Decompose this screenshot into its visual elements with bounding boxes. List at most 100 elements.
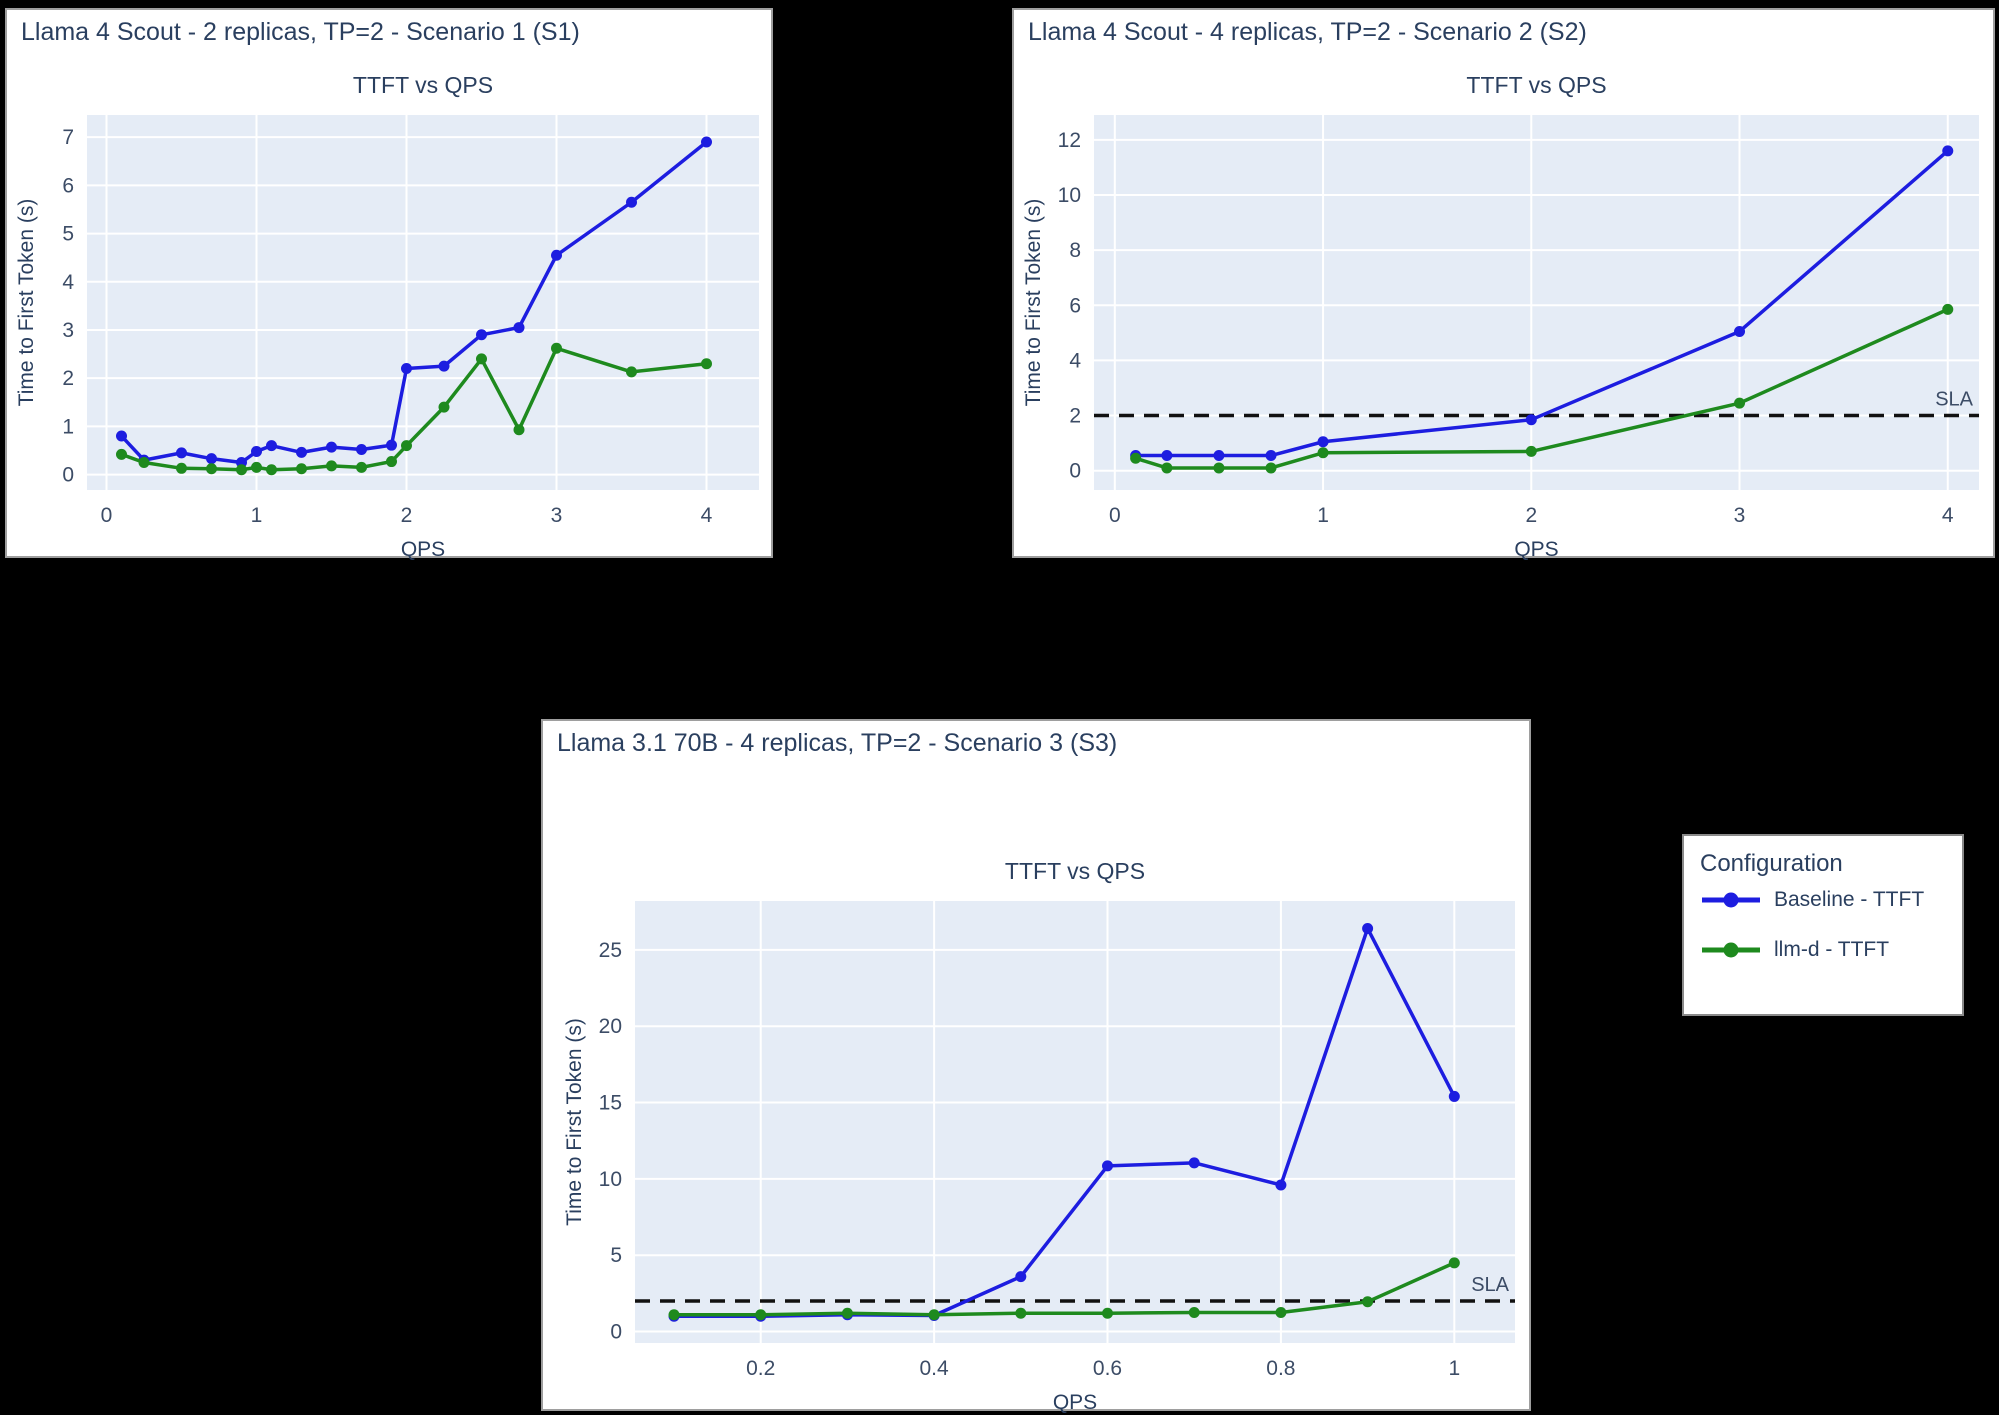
- legend-label-llm-d: llm-d - TTFT: [1774, 938, 1890, 961]
- series-line-baseline-ttft: [1133, 149, 1950, 458]
- series-marker-llm-d-ttft: [206, 463, 217, 475]
- series-marker-baseline-ttft: [206, 453, 217, 465]
- y-axis-title: Time to First Token (s): [15, 199, 38, 407]
- y-axis-title: Time to First Token (s): [563, 1018, 586, 1226]
- series-marker-llm-d-ttft: [1213, 462, 1225, 474]
- sla-label: SLA: [1935, 389, 1973, 411]
- series-marker-baseline-ttft: [176, 447, 187, 459]
- llm-d-line-marker-swatch: [1702, 942, 1760, 958]
- y-tick-label: 0: [62, 464, 74, 487]
- series-marker-llm-d-ttft: [251, 461, 262, 473]
- ttft-vs-qps-chart-s1: 0 1 2 3 4 0 1 2 3 4 5 6 7 TTFT vs QPS QPS Time to First…: [15, 72, 759, 560]
- y-tick-label: 6: [1069, 294, 1081, 317]
- y-tick-label: 10: [599, 1168, 622, 1191]
- plot-area: [635, 901, 1515, 1343]
- y-tick-label: 0: [1069, 460, 1081, 483]
- plot-area: [87, 115, 759, 490]
- x-tick-label: 0.4: [920, 1357, 950, 1380]
- x-tick-label: 0.6: [1093, 1357, 1122, 1380]
- series-marker-llm-d-ttft: [1130, 452, 1142, 464]
- series-marker-baseline-ttft: [1525, 414, 1537, 426]
- series-marker-baseline-ttft: [1734, 325, 1746, 337]
- series-marker-llm-d-ttft: [401, 440, 412, 452]
- y-tick-label: 6: [62, 174, 74, 197]
- y-axis-title: Time to First Token (s): [1022, 199, 1045, 407]
- series-marker-llm-d-ttft: [928, 1309, 940, 1321]
- series-marker-llm-d-ttft: [326, 460, 337, 472]
- panel-title-s2: Llama 4 Scout - 4 replicas, TP=2 - Scena…: [1028, 18, 1587, 46]
- y-tick-label: 12: [1058, 129, 1081, 152]
- series-marker-llm-d-ttft: [1317, 447, 1329, 459]
- series-marker-baseline-ttft: [401, 363, 412, 375]
- series-marker-baseline-ttft: [1102, 1160, 1114, 1172]
- x-tick-label: 4: [1942, 504, 1954, 527]
- series-marker-baseline-ttft: [626, 196, 637, 208]
- series-marker-llm-d-ttft: [626, 366, 637, 378]
- series-marker-baseline-ttft: [476, 329, 487, 341]
- chart-title: TTFT vs QPS: [1005, 858, 1145, 884]
- series-marker-baseline-ttft: [1275, 1179, 1287, 1191]
- series-marker-llm-d-ttft: [1265, 462, 1277, 474]
- series-marker-llm-d-ttft: [755, 1309, 767, 1321]
- y-tick-label: 3: [62, 319, 74, 342]
- y-tick-label: 5: [610, 1244, 622, 1267]
- x-tick-label: 3: [1734, 504, 1746, 527]
- x-axis-title: QPS: [1514, 538, 1558, 560]
- series-marker-llm-d-ttft: [476, 353, 487, 365]
- y-tick-label: 8: [1069, 239, 1081, 262]
- series-marker-llm-d-ttft: [296, 463, 307, 475]
- y-tick-label: 25: [599, 939, 622, 962]
- series-marker-llm-d-ttft: [841, 1307, 853, 1319]
- series-marker-baseline-ttft: [551, 249, 562, 261]
- x-tick-label: 0: [1109, 504, 1121, 527]
- y-tick-label: 20: [599, 1015, 622, 1038]
- series-marker-llm-d-ttft: [668, 1309, 680, 1321]
- chart-title: TTFT vs QPS: [1466, 72, 1606, 98]
- series-marker-baseline-ttft: [1317, 436, 1329, 448]
- series-marker-baseline-ttft: [1188, 1157, 1200, 1169]
- series-marker-llm-d-ttft: [236, 464, 247, 476]
- series-marker-llm-d-ttft: [116, 448, 127, 460]
- series-marker-baseline-ttft: [1015, 1271, 1027, 1283]
- series-marker-baseline-ttft: [1213, 450, 1225, 462]
- legend-configuration: Configuration Baseline - TTFT llm-d - TT…: [1682, 834, 1964, 1016]
- series-marker-llm-d-ttft: [138, 457, 150, 469]
- x-tick-label: 3: [551, 504, 563, 527]
- y-tick-label: 7: [62, 126, 74, 149]
- baseline-line-marker-swatch: [1702, 892, 1760, 908]
- x-tick-label: 2: [401, 504, 413, 527]
- series-line-llm-d-ttft: [1133, 307, 1950, 470]
- series-marker-baseline-ttft: [326, 441, 337, 453]
- series-marker-baseline-ttft: [513, 322, 525, 334]
- series-marker-llm-d-ttft: [1015, 1307, 1027, 1319]
- series-marker-llm-d-ttft: [356, 461, 367, 473]
- chart-title: TTFT vs QPS: [353, 72, 493, 98]
- y-tick-label: 1: [62, 415, 74, 438]
- series-marker-llm-d-ttft: [176, 462, 187, 474]
- x-tick-label: 0.8: [1266, 1357, 1295, 1380]
- legend-title: Configuration: [1700, 850, 1843, 877]
- series-marker-llm-d-ttft: [701, 358, 712, 370]
- y-tick-label: 4: [1069, 349, 1081, 372]
- series-marker-baseline-ttft: [356, 444, 367, 456]
- series-marker-baseline-ttft: [438, 360, 450, 372]
- series-marker-baseline-ttft: [296, 446, 307, 458]
- chart-panel-s1: Llama 4 Scout - 2 replicas, TP=2 - Scena…: [5, 8, 773, 560]
- series-marker-llm-d-ttft: [1734, 397, 1746, 409]
- x-tick-label: 4: [701, 504, 713, 527]
- panel-title-s3: Llama 3.1 70B - 4 replicas, TP=2 - Scena…: [557, 729, 1118, 757]
- series-marker-llm-d-ttft: [1102, 1307, 1114, 1319]
- series-marker-llm-d-ttft: [1525, 445, 1537, 457]
- series-marker-llm-d-ttft: [1161, 462, 1173, 474]
- x-tick-label: 0: [101, 504, 113, 527]
- legend-item-baseline-ttft[interactable]: Baseline - TTFT: [1700, 888, 1962, 912]
- legend-label-baseline: Baseline - TTFT: [1774, 888, 1925, 911]
- y-tick-label: 2: [1069, 405, 1081, 428]
- legend-item-llm-d-ttft[interactable]: llm-d - TTFT: [1700, 938, 1962, 962]
- series-marker-baseline-ttft: [701, 136, 712, 148]
- chart-panel-s2: Llama 4 Scout - 4 replicas, TP=2 - Scena…: [1012, 8, 1995, 560]
- x-tick-label: 0.2: [746, 1357, 775, 1380]
